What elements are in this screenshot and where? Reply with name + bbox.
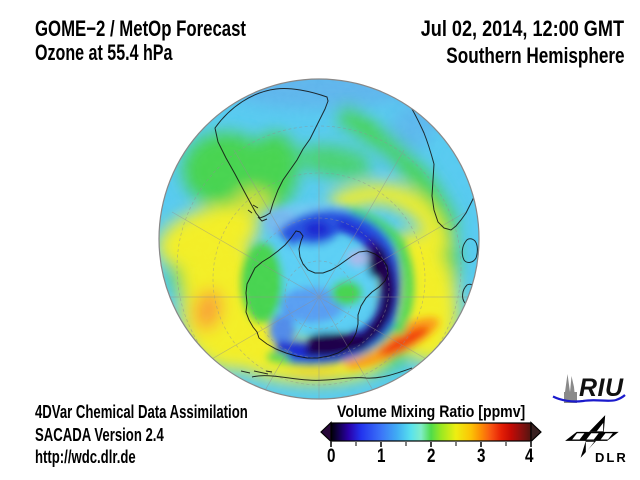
svg-text:RIU: RIU	[579, 374, 624, 402]
svg-text:DLR: DLR	[595, 450, 628, 465]
